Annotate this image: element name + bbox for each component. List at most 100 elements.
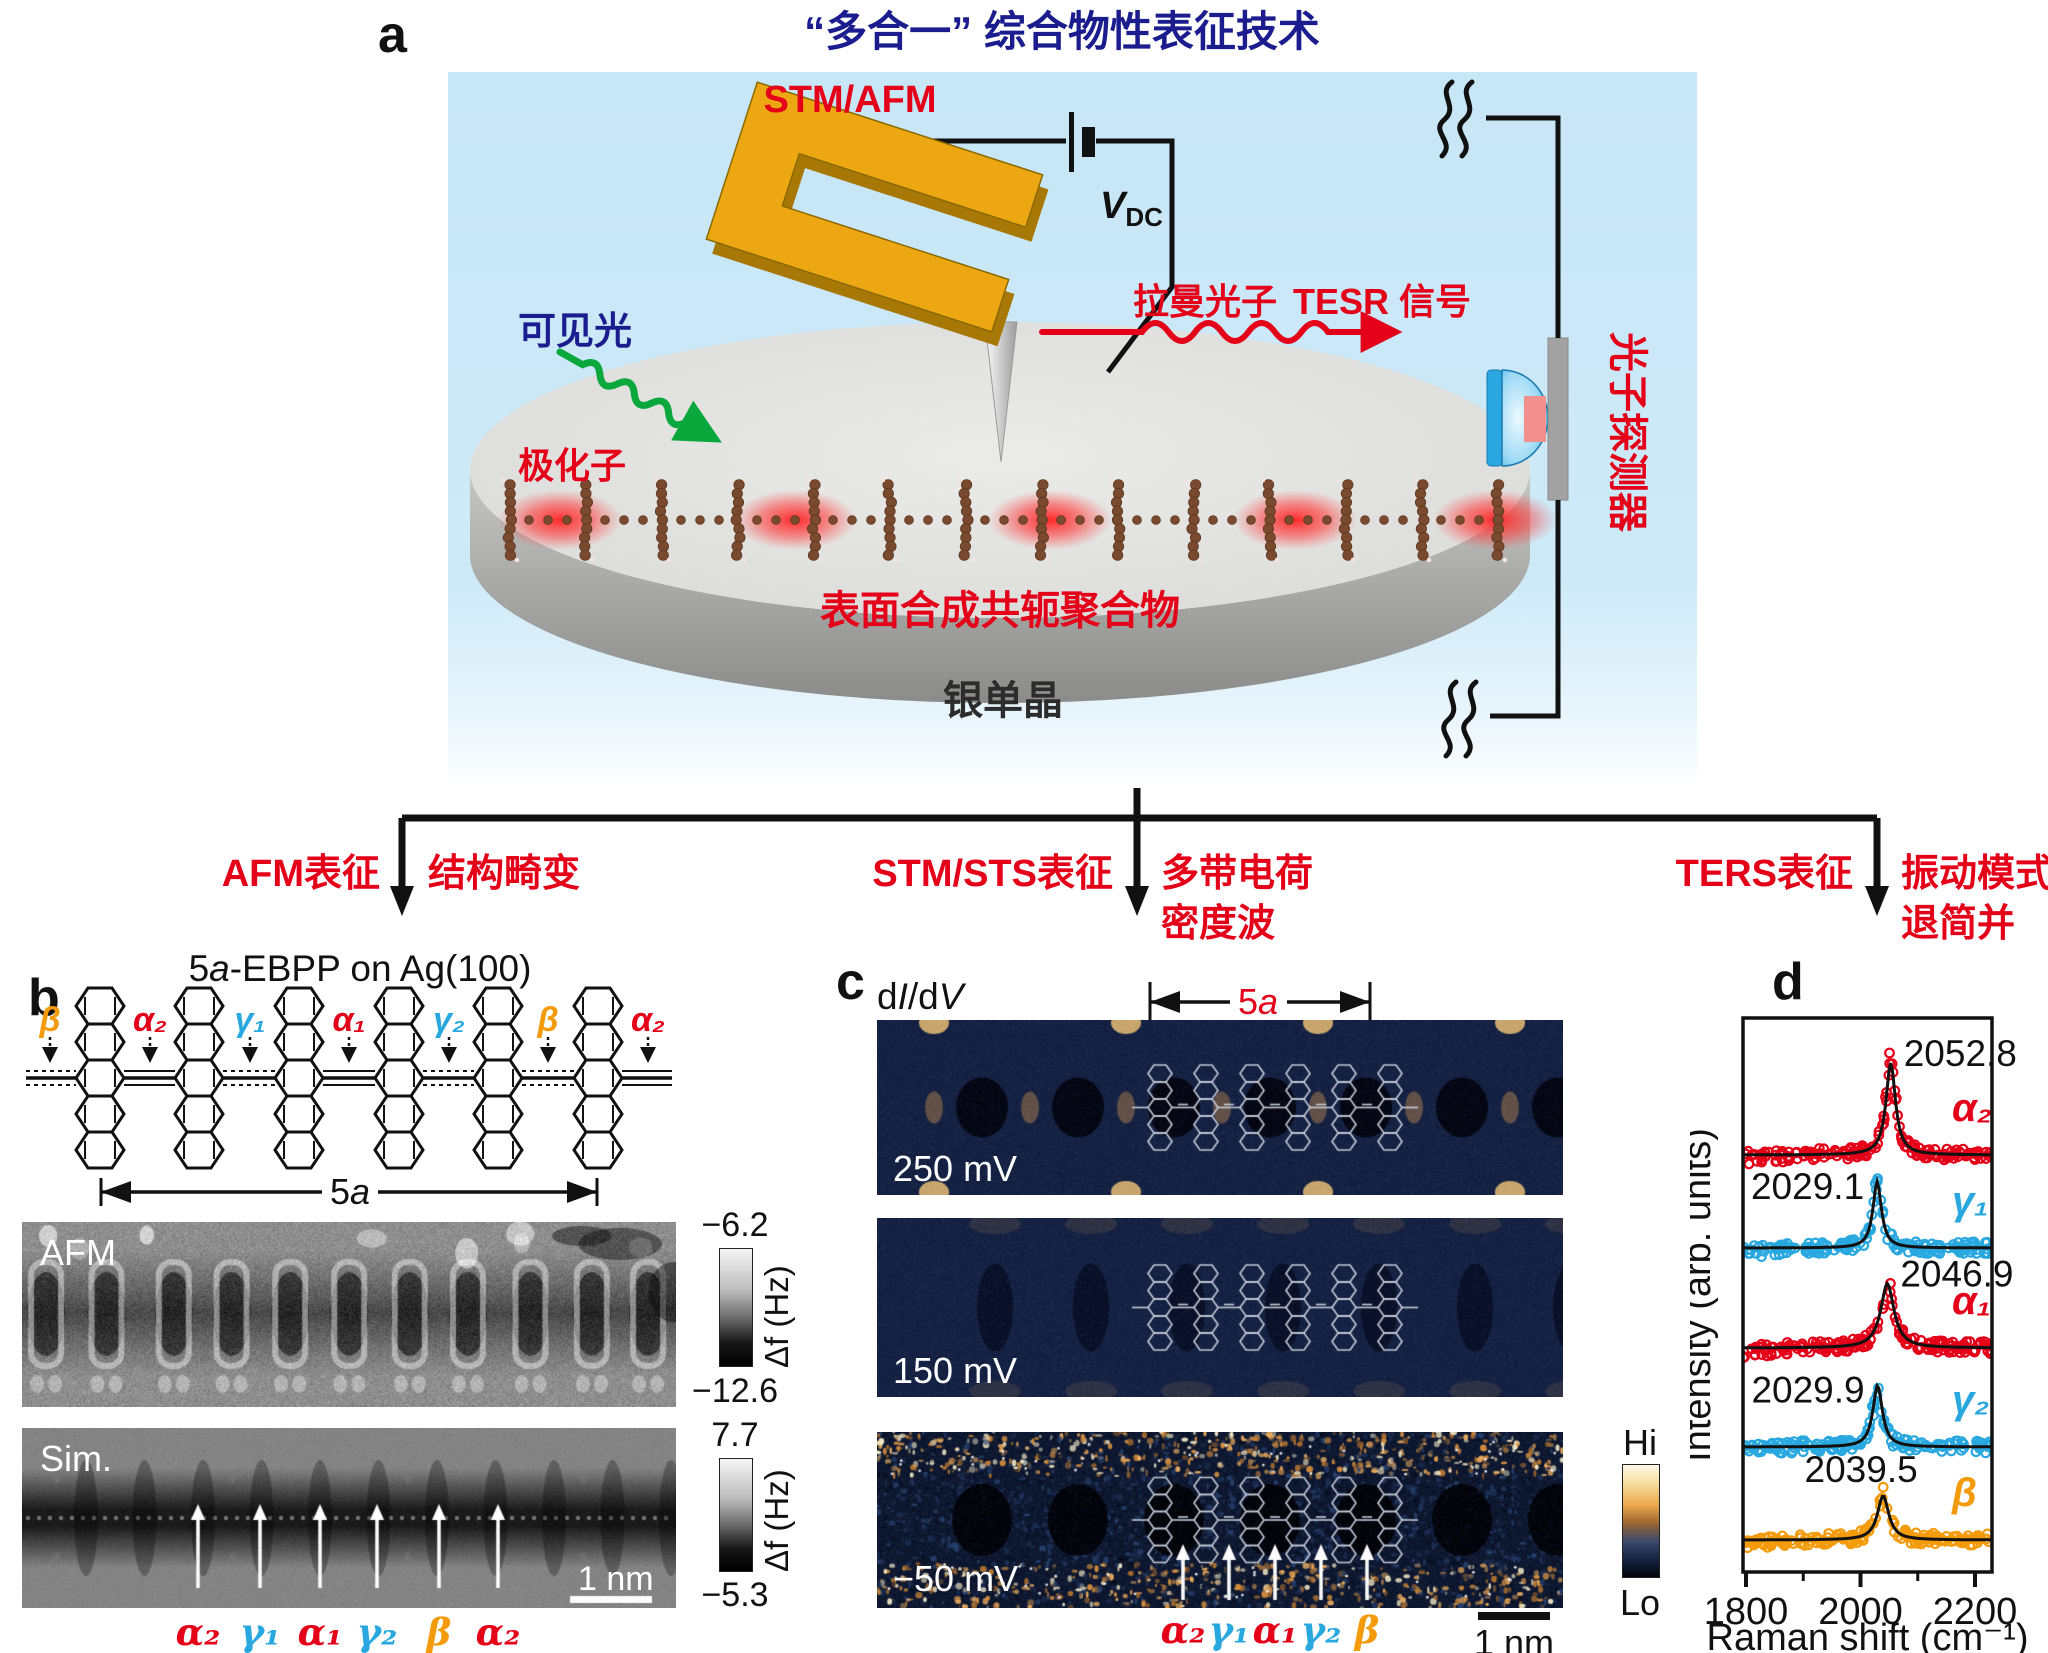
- afm-colorbar: [719, 1248, 753, 1367]
- visible-light-label: 可见光: [518, 311, 632, 353]
- series-name-3: γ₂: [1952, 1378, 1990, 1422]
- bond-label-row-item-2: α₁: [297, 1610, 343, 1653]
- didv-map-150mV: [877, 1218, 1563, 1397]
- battery-long-bar: [1069, 112, 1074, 172]
- sim-cbar-max: 7.7: [711, 1416, 759, 1454]
- incident-photon-wave: [556, 348, 722, 443]
- polymer-chain: [498, 477, 1557, 563]
- probe-label: STM/AFM: [763, 79, 936, 121]
- bond-label-row-item-2: α₁: [1252, 1608, 1298, 1652]
- tuning-fork-sensor: [705, 81, 1049, 347]
- afm-simulation-image: [22, 1428, 676, 1608]
- didv-scalebar-label: 1 nm: [1473, 1622, 1555, 1653]
- series-name-4: β: [1951, 1471, 1977, 1515]
- x-tick-2000: 2000: [1818, 1591, 1903, 1633]
- bond-label-5: β: [536, 1001, 558, 1039]
- bias-voltage-label: VDC: [1100, 185, 1163, 232]
- afm-image-tag: AFM: [40, 1232, 116, 1273]
- bond-label-row-item-0: α₂: [1160, 1608, 1206, 1652]
- sim-scalebar-label: 1 nm: [578, 1560, 654, 1598]
- branch-ters-method: TERS表征: [1676, 853, 1853, 895]
- bias-250mV: 250 mV: [893, 1148, 1018, 1189]
- polymer-label: 表面合成共轭聚合物: [820, 589, 1180, 633]
- panel-b-title-italic: a: [209, 948, 230, 989]
- sim-image-tag: Sim.: [40, 1438, 112, 1479]
- sim-cbar-min: −5.3: [701, 1576, 769, 1614]
- peak-value-0: 2052.8: [1904, 1033, 2017, 1074]
- bond-label-6: α₂: [631, 1001, 665, 1039]
- bond-label-row-item-4: β: [1354, 1608, 1380, 1652]
- lens-holder: [1486, 369, 1503, 467]
- bias-neg50mV: −50 mV: [893, 1558, 1019, 1599]
- spectrum-α₁: [1744, 1278, 1991, 1363]
- sim-bond-label-row: α₂ γ₁ α₁ γ₂ β α₂: [22, 1610, 676, 1653]
- unit-cell-length-label-c: 5a: [1238, 981, 1278, 1022]
- bond-label-row-item-1: γ₁: [239, 1610, 281, 1653]
- panel-b-title: 5a-EBPP on Ag(100): [130, 948, 590, 990]
- bond-label-4: γ₂: [433, 1001, 465, 1039]
- panel-b-title-pre: 5: [188, 948, 210, 989]
- peak-value-4: 2039.5: [1805, 1449, 1918, 1490]
- detector-active-area: [1524, 396, 1546, 442]
- peak-value-2: 2046.9: [1900, 1254, 2013, 1295]
- branch-sts-method: STM/STS表征: [872, 853, 1113, 895]
- spectrum-α₂: [1744, 1047, 1991, 1170]
- chemical-structure: β α₂ γ₁ α₁ γ₂ β α₂ 5a: [26, 986, 672, 1212]
- didv-d2: /d: [907, 976, 939, 1017]
- didv-cbar-hi: Hi: [1623, 1422, 1657, 1463]
- afm-cbar-max: −6.2: [701, 1206, 769, 1244]
- branch-ters-result-2: 退简并: [1901, 903, 2015, 945]
- x-axis-title: Raman shift (cm⁻¹): [1707, 1617, 2029, 1653]
- tesr-signal-label: TESR 信号: [1293, 281, 1471, 322]
- flow-connector: [398, 788, 1881, 888]
- didv-colorbar: [1622, 1464, 1660, 1578]
- battery-short-bar: [1082, 127, 1095, 157]
- series-name-1: γ₁: [1952, 1179, 1988, 1223]
- sim-colorbar: [719, 1458, 753, 1572]
- flow-arrowhead-sts: [1125, 886, 1149, 916]
- unit-cell-dimension-arrow: 5a: [1148, 981, 1372, 1022]
- bond-label-row-item-1: γ₁: [1208, 1608, 1250, 1652]
- unit-cell-length-label-b: 5a: [330, 1171, 370, 1212]
- branch-ters-result-1: 振动模式: [1901, 853, 2048, 895]
- didv-scalebar: [1478, 1612, 1550, 1620]
- photon-detector-label: 光子探测器: [1605, 332, 1649, 533]
- peak-value-1: 2029.1: [1751, 1166, 1864, 1207]
- didv-map-label: dI/dV: [877, 976, 963, 1018]
- bond-label-row-item-3: γ₂: [1300, 1608, 1342, 1652]
- peak-value-3: 2029.9: [1751, 1369, 1864, 1410]
- bond-label-row-item-0: α₂: [175, 1610, 221, 1653]
- branch-sts-result-1: 多带电荷: [1161, 853, 1313, 895]
- didv-map-neg50mV: [877, 1432, 1563, 1608]
- sim-cbar-label: Δf (Hz): [758, 1469, 795, 1572]
- bond-label-row-item-4: β: [426, 1610, 452, 1653]
- ters-spectra-chart: 2052.8 α₂ 2029.1 γ₁ 2046.9α₁ 2029.9 γ₂ 2039.5 β 1…: [1690, 1016, 2029, 1653]
- didv-v: V: [938, 976, 964, 1017]
- panel-a-scheme: a “多合一” 综合物性表征技术 表面合成共轭聚合物 银单晶 VDC STM/A…: [222, 6, 2048, 945]
- branch-afm-result: 结构畸变: [428, 853, 580, 895]
- raman-photon-label: 拉曼光子: [1133, 281, 1277, 322]
- panel-c-label: c: [836, 953, 865, 1011]
- branch-sts-result-2: 密度波: [1161, 903, 1275, 945]
- series-name-2: α₁: [1952, 1279, 1991, 1323]
- didv-cbar-lo: Lo: [1619, 1582, 1661, 1623]
- bias-150mV: 150 mV: [893, 1350, 1018, 1391]
- x-tick-1800: 1800: [1704, 1591, 1789, 1633]
- flow-arrowhead-afm: [390, 886, 414, 916]
- didv-map-250mV: [877, 1020, 1563, 1195]
- didv-d1: d: [877, 976, 898, 1017]
- panel-a-title: “多合一” 综合物性表征技术: [804, 8, 1320, 55]
- substrate-label: 银单晶: [943, 679, 1063, 723]
- bond-label-row-item-3: γ₂: [356, 1610, 398, 1653]
- spectrum-γ₁: [1744, 1173, 1991, 1263]
- bond-label-1: α₂: [133, 1001, 167, 1039]
- panel-d-label: d: [1772, 953, 1804, 1011]
- spectrum-β: [1744, 1481, 1991, 1554]
- afm-cbar-label: Δf (Hz): [758, 1265, 795, 1368]
- y-axis-title: Intensity (arb. units): [1690, 1128, 1719, 1462]
- afm-cbar-min: −12.6: [691, 1372, 779, 1410]
- bond-label-3: α₁: [332, 1001, 365, 1039]
- didv-i: I: [897, 976, 908, 1017]
- bond-label-row-item-5: α₂: [475, 1610, 521, 1653]
